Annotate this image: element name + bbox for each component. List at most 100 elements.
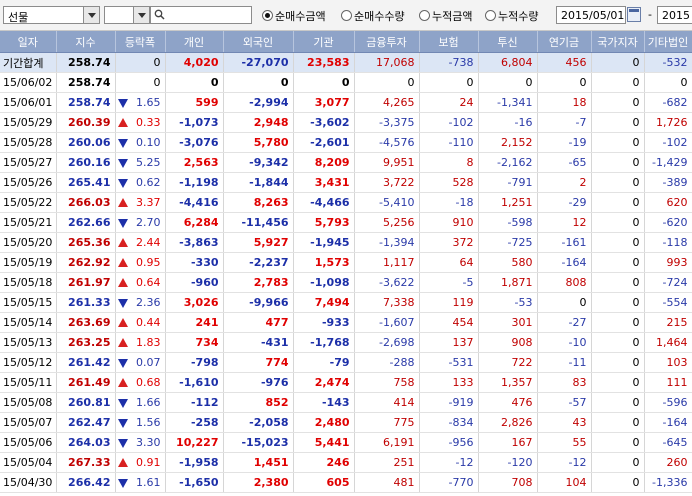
cell-index: 264.03 — [56, 432, 116, 453]
table-row[interactable]: 15/05/07 262.47 1.56 -258 -2,058 2,480 775 -834… — [0, 412, 692, 433]
table-row[interactable]: 15/04/30 266.42 1.61 -1,650 2,380 605 481 -770 7… — [0, 472, 692, 493]
cell-institution: -4,466 — [293, 192, 355, 213]
radio-net-quantity[interactable]: 순매수수량 — [341, 8, 405, 23]
cell-financial-investment: 5,256 — [354, 212, 420, 233]
date-separator: - — [648, 8, 652, 21]
table-row[interactable]: 15/05/11 261.49 0.68 -1,610 -976 2,474 758 133 1… — [0, 372, 692, 393]
table-row[interactable]: 15/05/14 263.69 0.44 241 477 -933 -1,607 454 301… — [0, 312, 692, 333]
period-total-row[interactable]: 기간합계 258.74 0 4,020 -27,070 23,583 17,068 -738 6… — [0, 52, 692, 73]
cell-change: 0.10 — [115, 132, 166, 153]
radio-dot[interactable] — [341, 10, 352, 21]
cell-financial-investment: -1,607 — [354, 312, 420, 333]
down-triangle-icon — [117, 219, 128, 228]
cell-pension: 83 — [537, 372, 592, 393]
table-row[interactable]: 15/05/20 265.36 2.44 -3,863 5,927 -1,945 -1,39… — [0, 232, 692, 253]
table-row[interactable]: 15/05/04 267.33 0.91 -1,958 1,451 246 251 -12 -1… — [0, 452, 692, 473]
cell-date: 15/05/19 — [0, 252, 57, 273]
chevron-down-icon[interactable] — [83, 7, 99, 23]
table-row[interactable]: 15/05/26 265.41 0.62 -1,198 -1,844 3,431 3,722… — [0, 172, 692, 193]
cell-other-corp: -620 — [644, 212, 692, 233]
table-row[interactable]: 15/05/08 260.81 1.66 -112 852 -143 414 -919 476-… — [0, 392, 692, 413]
cell-date: 15/05/04 — [0, 452, 57, 473]
change-value: 1.83 — [136, 336, 161, 349]
col-header-other-corp[interactable]: 기타법인 — [644, 31, 692, 53]
cell-trust: 1,357 — [478, 372, 538, 393]
col-header-pension[interactable]: 연기금 — [537, 31, 592, 53]
col-header-foreign[interactable]: 외국인 — [223, 31, 294, 53]
cell-trust: 0 — [478, 72, 538, 93]
col-header-financial-investment[interactable]: 금융투자 — [354, 31, 420, 53]
cell-government: 0 — [591, 372, 645, 393]
table-row[interactable]: 15/05/13 263.25 1.83 734 -431 -1,768 -2,698 137… — [0, 332, 692, 353]
col-header-change[interactable]: 등락폭 — [115, 31, 166, 53]
table-row[interactable]: 15/05/29 260.39 0.33 -1,073 2,948 -3,602 -3,37… — [0, 112, 692, 133]
change-value: 0.95 — [136, 256, 161, 269]
date-from-input[interactable]: 2015/05/01 — [556, 6, 626, 24]
table-row[interactable]: 15/05/28 260.06 0.10 -3,076 5,780 -2,601 -4,57… — [0, 132, 692, 153]
cell-other-corp: 993 — [644, 252, 692, 273]
table-row[interactable]: 15/06/02 258.74 0 0 0 0 0 0 0 0 0 0 — [0, 72, 692, 93]
change-value: 2.44 — [136, 236, 161, 249]
cell-personal: -3,076 — [165, 132, 224, 153]
table-row[interactable]: 15/05/22 266.03 3.37 -4,416 8,263 -4,466 -5,41… — [0, 192, 692, 213]
cell-date: 15/05/26 — [0, 172, 57, 193]
cell-other-corp: 260 — [644, 452, 692, 473]
cell-index: 265.41 — [56, 172, 116, 193]
col-header-insurance[interactable]: 보험 — [419, 31, 479, 53]
cell-insurance: -12 — [419, 452, 479, 473]
table-row[interactable]: 15/06/01 258.74 1.65 599 -2,994 3,077 4,265 24-… — [0, 92, 692, 113]
cell-other-corp: 1,464 — [644, 332, 692, 353]
table-row[interactable]: 15/05/21 262.66 2.70 6,284 -11,456 5,793 5,256… — [0, 212, 692, 233]
calendar-icon[interactable] — [627, 7, 641, 22]
table-row[interactable]: 15/05/15 261.33 2.36 3,026 -9,966 7,494 7,338 1… — [0, 292, 692, 313]
change-value: 0 — [153, 56, 161, 69]
code-search-input[interactable] — [150, 6, 252, 24]
cell-pension: -29 — [537, 192, 592, 213]
change-value: 1.66 — [136, 396, 161, 409]
radio-cum-quantity[interactable]: 누적수량 — [485, 8, 538, 23]
market-select[interactable]: 선물 — [3, 6, 100, 24]
cell-personal: 599 — [165, 92, 224, 113]
radio-dot[interactable] — [262, 10, 273, 21]
cell-change: 1.61 — [115, 472, 166, 493]
table-row[interactable]: 15/05/18 261.97 0.64 -960 2,783 -1,098 -3,622-… — [0, 272, 692, 293]
cell-foreign: 2,783 — [223, 272, 294, 293]
change-value: 0.62 — [136, 176, 161, 189]
data-table: 일자 지수 등락폭 개인 외국인 기관 금융투자 보험 투신 연기금 국가지자 … — [0, 31, 692, 493]
cell-change: 0.91 — [115, 452, 166, 473]
cell-foreign: -976 — [223, 372, 294, 393]
change-value: 0 — [153, 76, 161, 89]
radio-dot[interactable] — [485, 10, 496, 21]
cell-date: 15/06/01 — [0, 92, 57, 113]
table-row[interactable]: 15/05/27 260.16 5.25 2,563 -9,342 8,209 9,951 8… — [0, 152, 692, 173]
radio-net-amount[interactable]: 순매수금액 — [262, 8, 326, 23]
table-row[interactable]: 15/05/19 262.92 0.95 -330 -2,237 1,573 1,117 64… — [0, 252, 692, 273]
col-header-index[interactable]: 지수 — [56, 31, 116, 53]
table-row[interactable]: 15/05/12 261.42 0.07 -798 774 -79 -288 -531 722-… — [0, 352, 692, 373]
cell-change: 1.56 — [115, 412, 166, 433]
search-icon[interactable] — [154, 9, 165, 20]
radio-dot[interactable] — [419, 10, 430, 21]
cell-financial-investment: 6,191 — [354, 432, 420, 453]
code-select[interactable] — [104, 6, 150, 24]
cell-index: 262.66 — [56, 212, 116, 233]
date-to-input[interactable]: 2015 — [657, 6, 692, 24]
cell-government: 0 — [591, 232, 645, 253]
radio-cum-amount[interactable]: 누적금액 — [419, 8, 472, 23]
cell-foreign: -2,994 — [223, 92, 294, 113]
col-header-date[interactable]: 일자 — [0, 31, 57, 53]
cell-personal: -960 — [165, 272, 224, 293]
cell-personal: -1,198 — [165, 172, 224, 193]
cell-government: 0 — [591, 452, 645, 473]
cell-trust: -16 — [478, 112, 538, 133]
cell-trust: -598 — [478, 212, 538, 233]
cell-trust: -53 — [478, 292, 538, 313]
col-header-personal[interactable]: 개인 — [165, 31, 224, 53]
table-row[interactable]: 15/05/06 264.03 3.30 10,227 -15,023 5,441 6,19… — [0, 432, 692, 453]
col-header-trust[interactable]: 투신 — [478, 31, 538, 53]
chevron-down-icon[interactable] — [133, 7, 149, 23]
col-header-institution[interactable]: 기관 — [293, 31, 355, 53]
cell-change: 0.07 — [115, 352, 166, 373]
cell-index: 258.74 — [56, 52, 116, 73]
col-header-government[interactable]: 국가지자 — [591, 31, 645, 53]
